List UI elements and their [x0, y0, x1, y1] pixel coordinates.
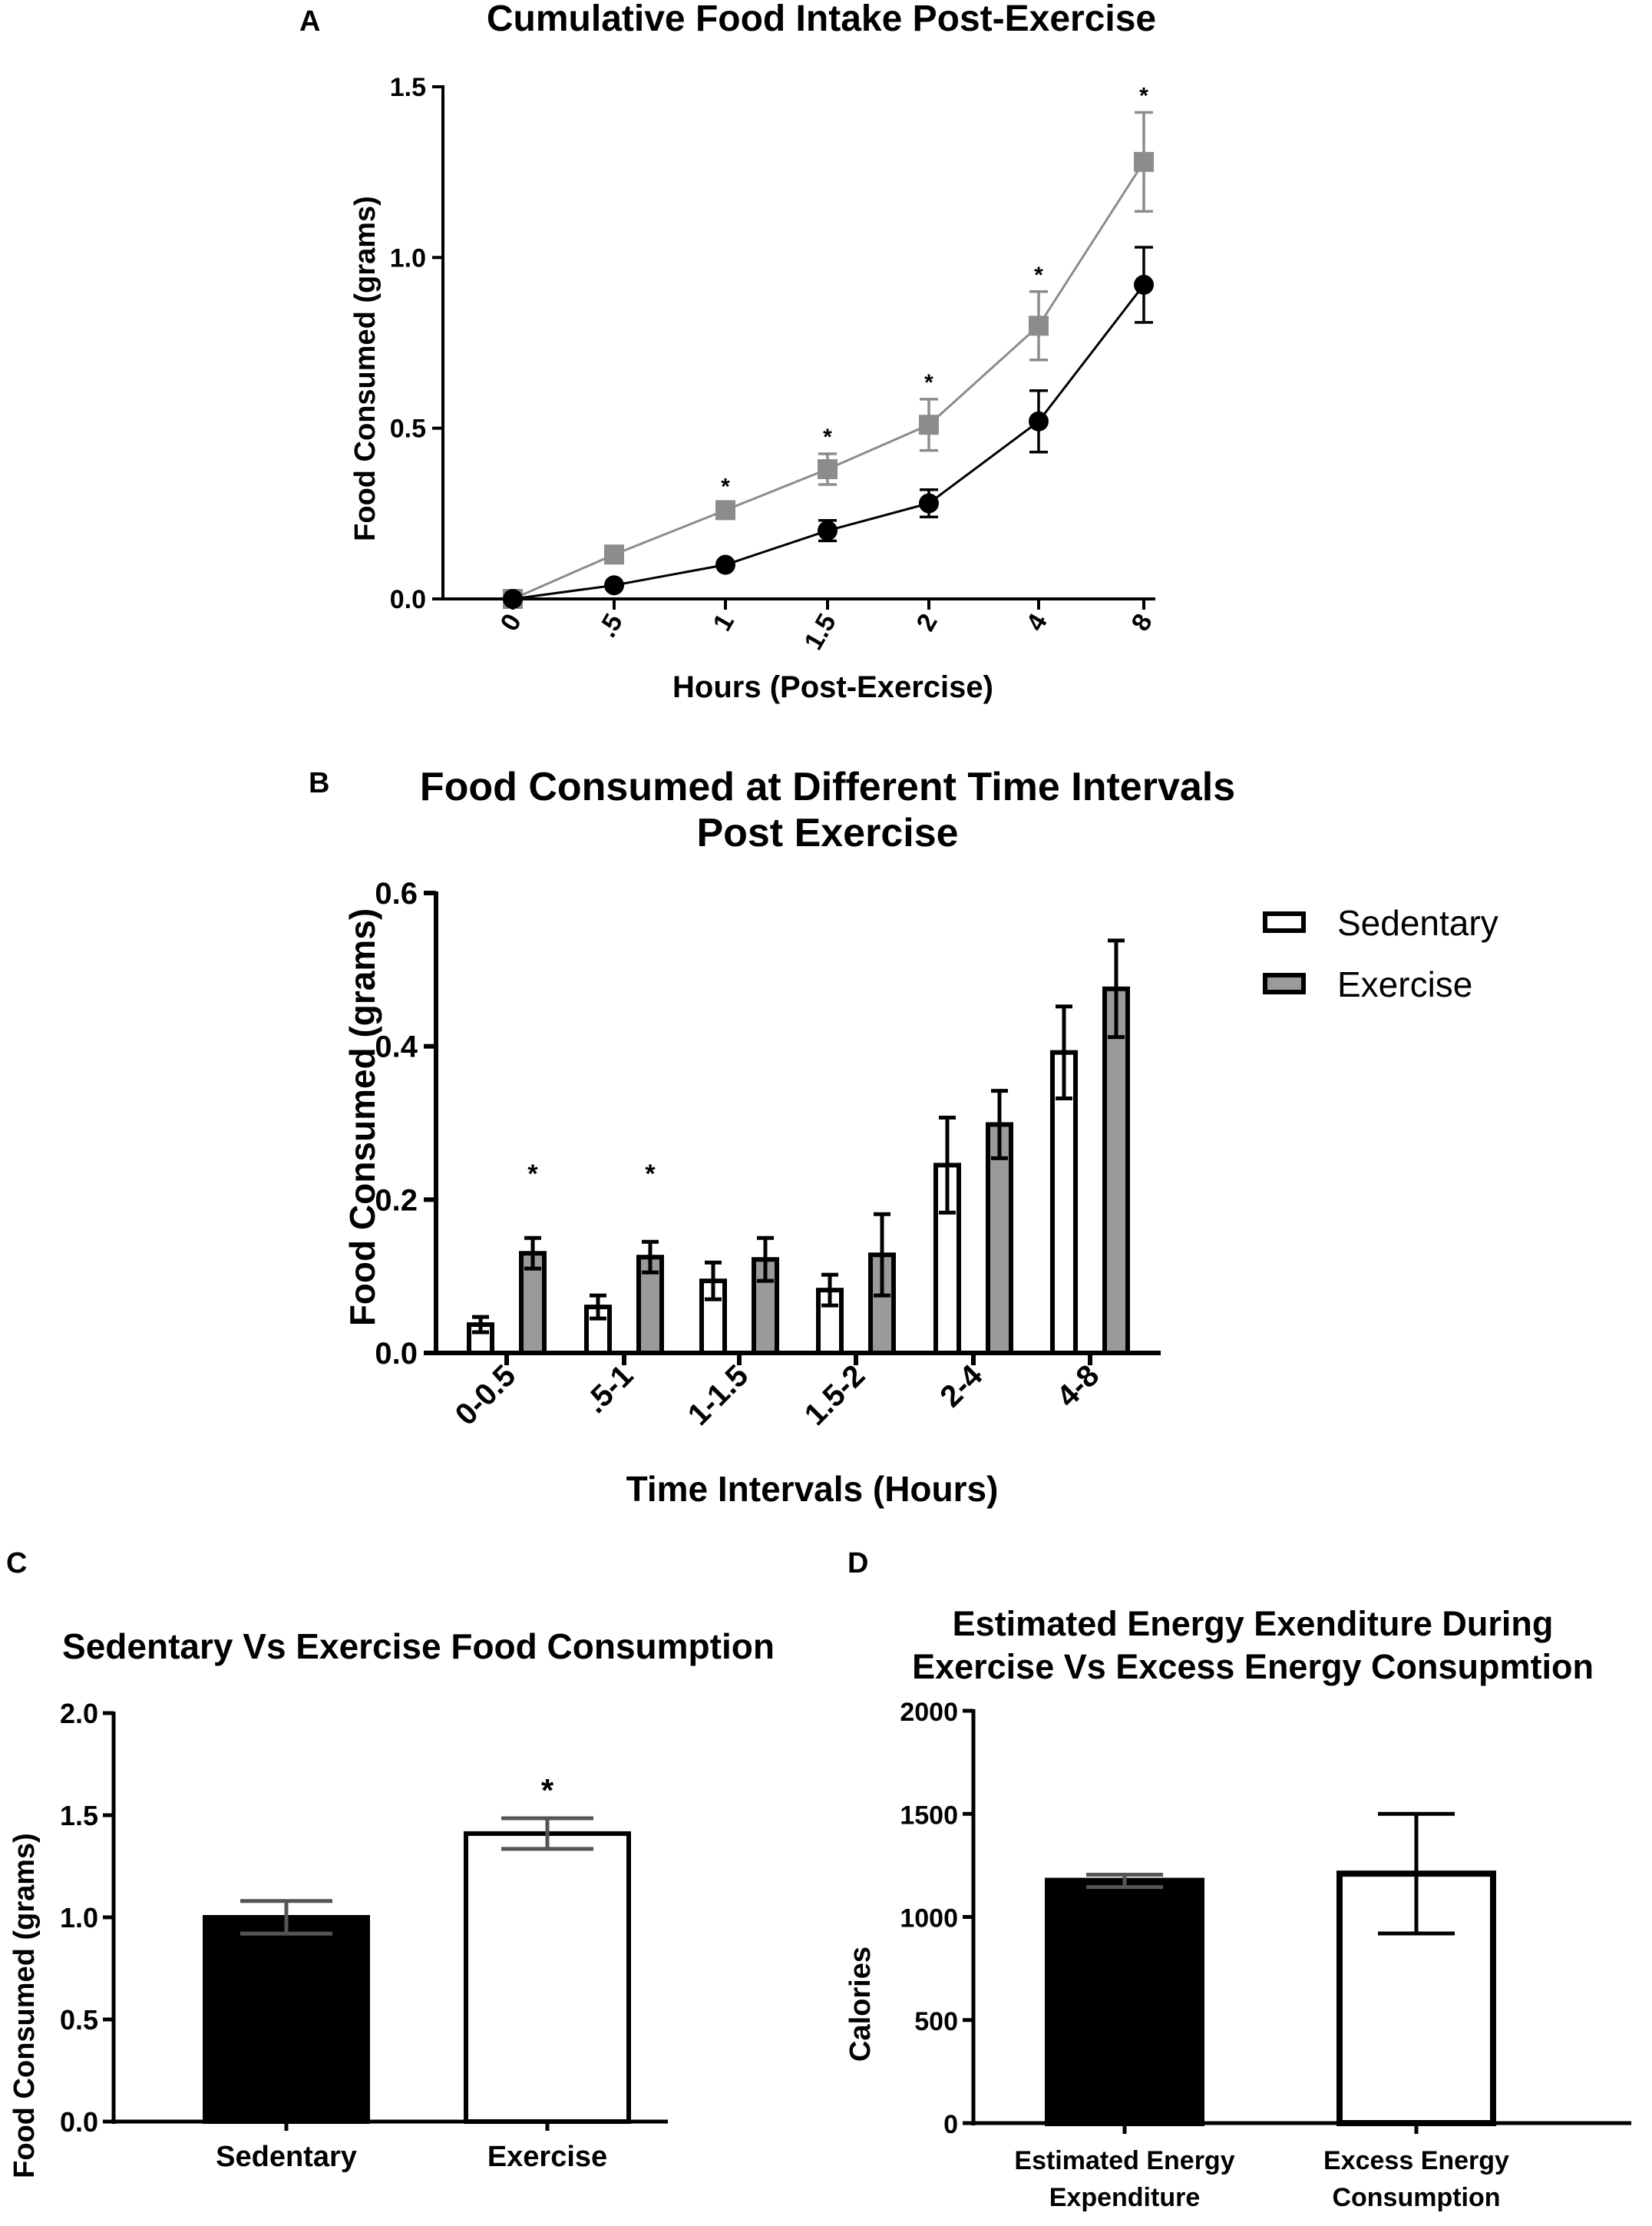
legend-label-sedentary: Sedentary	[1337, 903, 1498, 943]
legend-label-exercise: Exercise	[1337, 964, 1472, 1004]
significance-marker: *	[1034, 263, 1043, 288]
x-tick-label: 1	[708, 609, 740, 636]
panel-label-c: C	[6, 1547, 27, 1579]
panel-a-plot: 0.00.51.01.50.5 1 1.5 2 4 8*****	[390, 73, 1158, 655]
x-tick-label: 4	[1021, 609, 1053, 636]
significance-marker: *	[527, 1159, 538, 1189]
panel-b-x-axis-title: Time Intervals (Hours)	[626, 1469, 999, 1509]
y-tick-label: 0.5	[60, 2004, 98, 2036]
data-point-sedentary	[1029, 411, 1049, 432]
x-tick-label: 1.5-2	[798, 1358, 872, 1432]
y-tick-label: 0.2	[375, 1183, 418, 1217]
significance-marker: *	[721, 474, 730, 499]
panel-a-x-axis-title: Hours (Post-Exercise)	[672, 670, 993, 704]
panel-b-plot: 0.0 0.2 0.4 0.6 0-0.5 .5-1 1-1.5 1.5-2 2-4 4-8 * *	[375, 877, 1161, 1432]
significance-marker: *	[924, 370, 933, 395]
y-tick-label: 0.0	[375, 1337, 418, 1371]
x-tick-label: 0-0.5	[449, 1358, 523, 1432]
panel-b-title-line1: Food Consumed at Different Time Interval…	[420, 765, 1235, 809]
x-tick-label: .5	[593, 609, 629, 643]
x-tick-label: 2-4	[933, 1358, 990, 1414]
data-point-sedentary	[604, 575, 624, 596]
legend-swatch-sedentary	[1263, 911, 1306, 933]
panel-b-y-axis-title: Food Consumed (grams)	[342, 908, 382, 1326]
significance-marker: *	[1139, 83, 1148, 108]
data-point-exercise	[715, 500, 735, 521]
y-tick-label: 0.0	[390, 585, 426, 614]
significance-marker: *	[541, 1772, 554, 1808]
y-tick-label: 1.0	[390, 243, 426, 273]
panel-b-title-line2: Post Exercise	[696, 811, 958, 855]
y-tick-label: 0.4	[375, 1030, 418, 1064]
y-tick-label: 1.5	[390, 73, 426, 102]
panel-a-title: Cumulative Food Intake Post-Exercise	[487, 0, 1156, 39]
bar-exercise	[1102, 986, 1130, 1355]
y-tick-label: 0.0	[60, 2106, 98, 2138]
y-tick-label: 1500	[900, 1801, 958, 1830]
y-tick-label: 0.5	[390, 415, 426, 444]
data-point-exercise	[818, 459, 838, 480]
data-point-sedentary	[503, 589, 523, 609]
data-point-exercise	[604, 544, 624, 565]
y-tick-label: 2.0	[60, 1698, 98, 1729]
panel-label-d: D	[847, 1547, 868, 1579]
significance-marker: *	[823, 425, 832, 450]
x-tick-label: 1-1.5	[682, 1358, 755, 1432]
data-point-exercise	[1134, 151, 1154, 172]
data-point-sedentary	[715, 554, 735, 575]
x-tick-label-line2: Expenditure	[1049, 2183, 1200, 2212]
x-tick-label: Sedentary	[216, 2141, 357, 2173]
bar-expenditure	[1045, 1877, 1204, 2126]
x-tick-label: .5-1	[579, 1358, 640, 1420]
data-point-sedentary	[818, 521, 838, 541]
y-tick-label: 0	[943, 2110, 958, 2139]
data-point-sedentary	[1134, 274, 1154, 295]
y-tick-label: 1.5	[60, 1800, 98, 1831]
x-tick-label: 8	[1126, 609, 1158, 636]
panel-d-plot: 0 500 1000 1500 2000 Estimated Energy Expendit…	[900, 1698, 1631, 2212]
data-point-exercise	[919, 415, 939, 435]
data-point-sedentary	[919, 493, 939, 514]
panel-d-title-line2: Exercise Vs Excess Energy Consupmtion	[912, 1647, 1594, 1686]
panel-label-a: A	[299, 5, 320, 38]
x-tick-label: 2	[911, 609, 943, 636]
significance-marker: *	[645, 1159, 656, 1189]
y-tick-label: 2000	[900, 1698, 958, 1727]
x-tick-label-line2: Consumption	[1332, 2183, 1500, 2212]
panel-c-y-axis-title: Food Consumed (grams)	[8, 1833, 41, 2178]
x-tick-label: 4-8	[1050, 1358, 1105, 1414]
x-tick-label: 0	[495, 609, 527, 636]
bar-sedentary	[203, 1915, 370, 2124]
data-point-exercise	[1029, 316, 1049, 336]
panel-d-y-axis-title: Calories	[844, 1947, 877, 2062]
y-tick-label: 500	[914, 2007, 958, 2036]
y-tick-label: 1000	[900, 1904, 958, 1933]
panel-c-plot: 0.0 0.5 1.0 1.5 2.0 Sedentary Exercise *	[60, 1698, 668, 2173]
x-tick-label-line1: Excess Energy	[1323, 2146, 1509, 2175]
x-tick-label: Exercise	[487, 2141, 607, 2173]
bar-exercise	[464, 1831, 631, 2124]
y-tick-label: 1.0	[60, 1902, 98, 1933]
legend-swatch-exercise	[1263, 973, 1306, 994]
panel-c-title: Sedentary Vs Exercise Food Consumption	[62, 1626, 775, 1666]
panel-d-title-line1: Estimated Energy Exenditure During	[953, 1604, 1554, 1643]
panel-label-b: B	[309, 767, 329, 799]
panel-a-y-axis-title: Food Consumed (grams)	[349, 196, 382, 541]
x-tick-label-line1: Estimated Energy	[1014, 2146, 1234, 2175]
y-tick-label: 0.6	[375, 877, 418, 911]
x-tick-label: 1.5	[798, 609, 842, 655]
